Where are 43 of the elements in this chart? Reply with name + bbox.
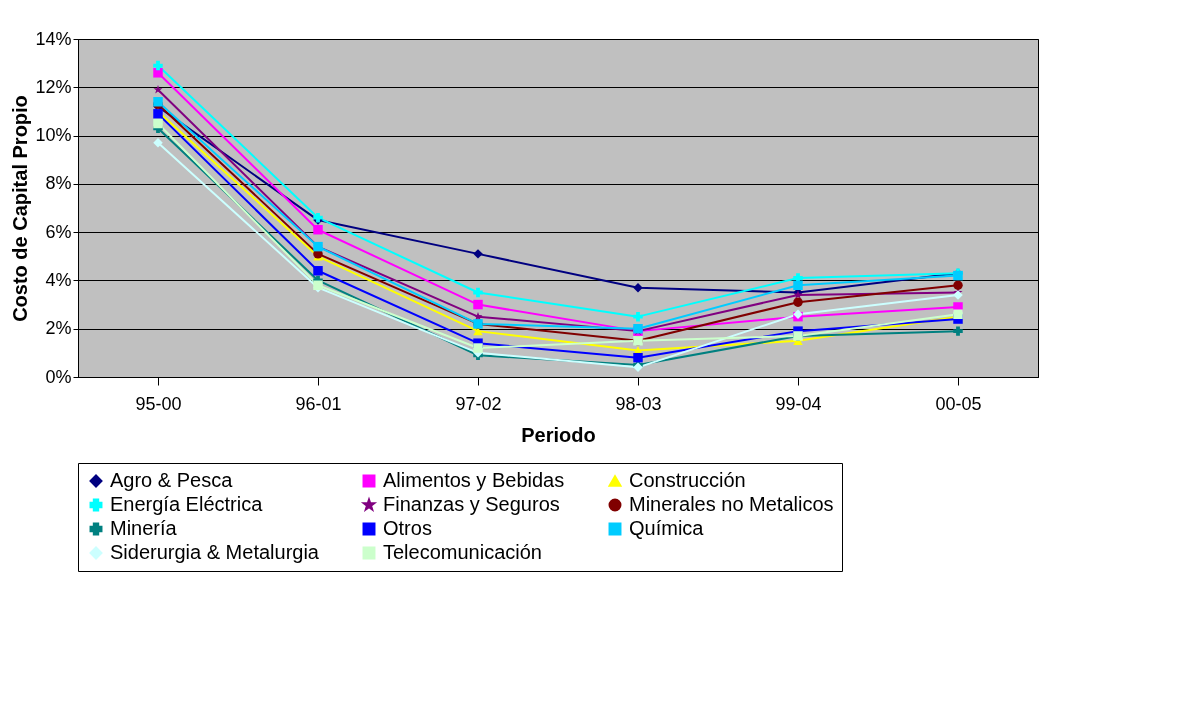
point — [633, 282, 643, 293]
legend-label: Telecomunicación — [383, 541, 542, 563]
point — [153, 84, 163, 94]
point — [153, 118, 163, 129]
point — [473, 299, 483, 310]
x-tick-label: 95-00 — [135, 393, 182, 414]
point — [793, 280, 803, 290]
point — [633, 311, 643, 322]
legend-label: Otros — [383, 517, 432, 539]
point — [153, 60, 163, 71]
y-tick-label: 14% — [35, 28, 72, 49]
y-tick-label: 4% — [45, 269, 72, 290]
point — [473, 343, 483, 353]
point — [313, 224, 323, 235]
legend-label: Finanzas y Seguros — [383, 493, 560, 515]
legend-label: Química — [629, 517, 705, 539]
legend-label: Construcción — [629, 469, 746, 491]
legend-label: Minería — [110, 517, 178, 539]
y-tick-label: 2% — [45, 318, 72, 339]
x-tick-label: 99-04 — [775, 393, 822, 414]
legend-label: Agro & Pesca — [110, 469, 234, 491]
y-tick-label: 8% — [45, 173, 72, 194]
y-axis-title: Costo de Capital Propio — [9, 95, 32, 322]
x-tick-label: 98-03 — [615, 393, 662, 414]
point — [473, 287, 483, 298]
point — [793, 297, 803, 307]
x-tick-label: 97-02 — [455, 393, 502, 414]
point — [953, 280, 963, 290]
y-tick-label: 6% — [45, 221, 72, 242]
point — [633, 352, 643, 363]
x-tick-label: 96-01 — [295, 393, 342, 414]
y-tick-label: 10% — [35, 125, 72, 146]
y-tick-label: 12% — [35, 76, 72, 97]
y-tick-label: 0% — [45, 366, 72, 387]
point — [313, 266, 323, 276]
point — [953, 326, 963, 336]
x-tick-label: 00-05 — [935, 393, 982, 414]
legend-label: Siderurgia & Metalurgia — [110, 541, 320, 563]
point — [153, 68, 163, 78]
x-axis-title: Periodo — [521, 423, 596, 446]
legend-label: Energía Eléctrica — [110, 493, 264, 515]
legend-label: Minerales no Metalicos — [629, 493, 834, 515]
legend-label: Alimentos y Bebidas — [383, 469, 565, 491]
